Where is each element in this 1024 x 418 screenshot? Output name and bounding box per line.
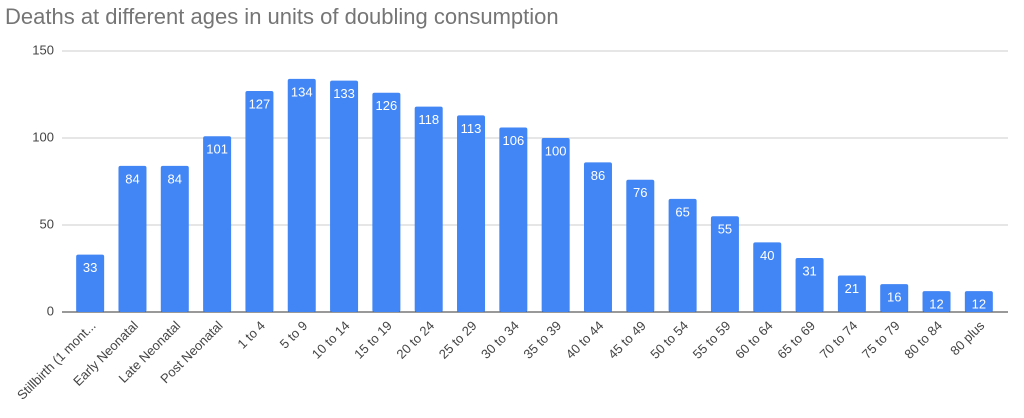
bar (753, 242, 782, 312)
bar (414, 106, 443, 313)
data-label: 12 (929, 297, 943, 312)
bar (922, 291, 951, 312)
x-tick-label: 20 to 24 (393, 318, 437, 362)
x-tick-label: 5 to 9 (277, 318, 311, 352)
data-label: 33 (83, 260, 97, 275)
data-label: 126 (376, 98, 398, 113)
bar (245, 91, 274, 313)
bar (541, 138, 570, 312)
x-tick-label: 75 to 79 (859, 318, 903, 362)
y-tick-label: 0 (47, 303, 54, 318)
x-tick-label: 80 to 84 (901, 318, 945, 362)
data-label: 40 (760, 248, 774, 263)
data-label: 84 (125, 171, 139, 186)
bar (203, 136, 232, 312)
data-label: 101 (206, 142, 228, 157)
bar (795, 258, 824, 312)
data-label: 127 (249, 96, 271, 111)
x-tick-label: 1 to 4 (234, 318, 268, 352)
x-tick-label: 80 plus (947, 318, 988, 359)
x-tick-label: 45 to 49 (605, 318, 649, 362)
x-tick-label: Stillbirth (1 mont... (14, 318, 99, 403)
x-tick-label: 65 to 69 (774, 318, 818, 362)
data-label: 21 (845, 281, 859, 296)
bar (626, 179, 655, 312)
data-label: 106 (502, 133, 524, 148)
x-tick-label: 40 to 44 (563, 318, 607, 362)
bar (76, 254, 105, 312)
x-tick-label: 30 to 34 (478, 318, 522, 362)
chart-title: Deaths at different ages in units of dou… (5, 4, 559, 29)
data-label: 65 (675, 204, 689, 219)
data-label: 55 (718, 222, 732, 237)
bar (837, 275, 866, 312)
bar (330, 80, 359, 312)
y-tick-label: 150 (32, 42, 54, 57)
bar (160, 165, 189, 312)
bar (499, 127, 528, 312)
x-tick-label: 55 to 59 (690, 318, 734, 362)
bar (583, 162, 612, 312)
bar (964, 291, 993, 312)
x-tick-label: 70 to 74 (817, 318, 861, 362)
y-tick-label: 50 (40, 216, 54, 231)
data-label: 100 (545, 143, 567, 158)
data-label: 76 (633, 185, 647, 200)
bar (372, 92, 401, 312)
data-label: 84 (168, 171, 182, 186)
y-tick-label: 100 (32, 129, 54, 144)
bar (287, 78, 316, 312)
bar (668, 198, 697, 312)
data-label: 113 (461, 121, 482, 136)
x-tick-label: 10 to 14 (309, 318, 353, 362)
bar (118, 165, 147, 312)
data-label: 118 (418, 112, 439, 127)
x-tick-label: 50 to 54 (647, 318, 691, 362)
x-tick-label: 15 to 19 (351, 318, 395, 362)
data-label: 16 (887, 290, 901, 305)
bar (880, 284, 909, 312)
x-tick-label: 25 to 29 (436, 318, 480, 362)
data-label: 134 (291, 84, 313, 99)
data-label: 86 (591, 168, 605, 183)
x-tick-label: 60 to 64 (732, 318, 776, 362)
bar (457, 115, 486, 312)
data-label: 12 (972, 297, 986, 312)
data-label: 31 (802, 263, 816, 278)
x-tick-label: 35 to 39 (520, 318, 564, 362)
bar (710, 216, 739, 312)
data-label: 133 (333, 86, 355, 101)
